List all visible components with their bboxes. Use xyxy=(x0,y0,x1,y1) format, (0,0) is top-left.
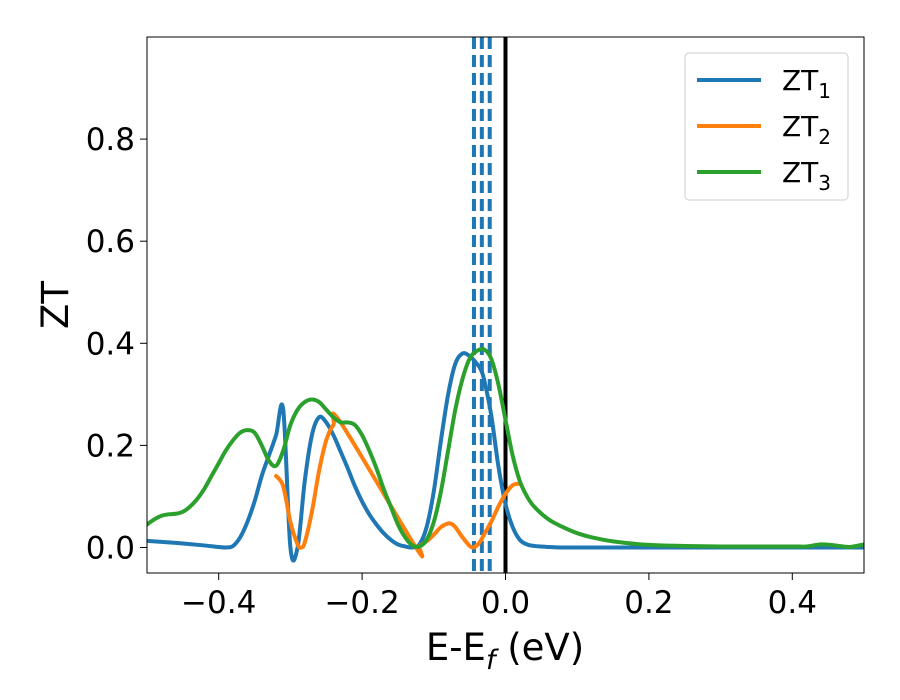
y-axis-title: ZT xyxy=(34,281,77,329)
y-tick-label: 0.0 xyxy=(86,530,135,566)
y-axis-ticks: 0.0 0.2 0.4 0.6 0.8 xyxy=(86,122,147,566)
legend-label-zt2: ZT2 xyxy=(782,110,831,149)
legend-label-zt1: ZT1 xyxy=(782,64,831,103)
series-line-zt2 xyxy=(274,411,522,559)
series-lines xyxy=(147,346,864,563)
x-tick-label: 0.2 xyxy=(624,585,673,621)
y-tick-label: 0.2 xyxy=(86,428,135,464)
x-tick-label: −0.2 xyxy=(324,585,399,621)
legend: ZT1 ZT2 ZT3 xyxy=(684,52,849,201)
series-line-zt1 xyxy=(147,351,864,563)
x-tick-label: 0.4 xyxy=(768,585,817,621)
y-tick-label: 0.8 xyxy=(86,122,135,158)
y-tick-label: 0.4 xyxy=(86,326,135,362)
x-tick-label: 0.0 xyxy=(481,585,530,621)
x-tick-label: −0.4 xyxy=(181,585,256,621)
x-axis-ticks: −0.4 −0.2 0.0 0.2 0.4 xyxy=(181,573,817,621)
legend-box xyxy=(684,52,849,201)
series-line-zt3 xyxy=(147,346,864,549)
legend-label-zt3: ZT3 xyxy=(782,156,831,195)
y-tick-label: 0.6 xyxy=(86,224,135,260)
x-axis-title: E-Ef (eV) xyxy=(426,626,584,676)
vertical-lines xyxy=(471,37,508,573)
